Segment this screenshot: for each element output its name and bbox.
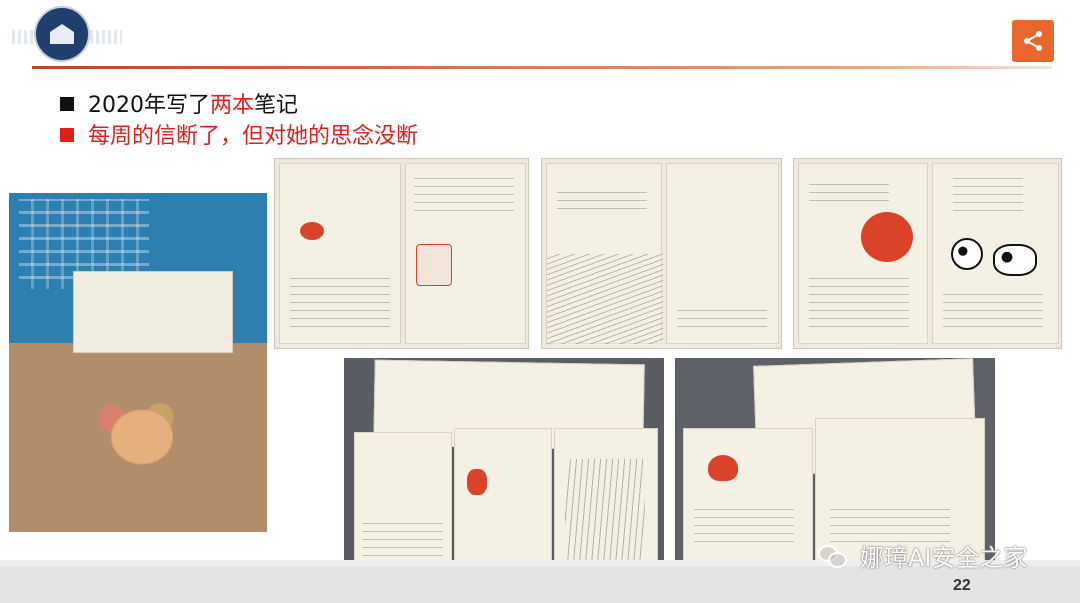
footer-band — [0, 560, 1080, 603]
notebook-stack-photo-1 — [344, 358, 664, 573]
share-icon — [1024, 31, 1042, 51]
bullet-1-emph: 两本 — [210, 93, 255, 118]
notebook-stack-photo-2 — [675, 358, 995, 573]
square-bullet-icon — [60, 128, 74, 142]
bullet-1-pre: 2020年写了 — [88, 93, 210, 118]
bullet-2-text: 每周的信断了，但对她的思念没断 — [88, 124, 419, 149]
header-divider — [32, 66, 1052, 69]
notebook-page-photo-2 — [541, 158, 782, 349]
share-button[interactable] — [1012, 20, 1054, 62]
bullet-item-1: 2020年写了两本笔记 — [60, 92, 298, 120]
square-bullet-icon — [60, 97, 74, 111]
wechat-icon — [818, 543, 848, 568]
watermark: 娜璋AI安全之家 — [818, 537, 1028, 573]
notebook-page-photo-3 — [793, 158, 1062, 349]
university-seal-icon — [34, 6, 90, 62]
cake-drawing-image — [67, 371, 217, 491]
card-image — [73, 271, 233, 353]
bullet-1-post: 笔记 — [254, 93, 299, 118]
page-number: 22 — [953, 577, 971, 594]
notebook-page-photo-1 — [274, 158, 529, 349]
watermark-text: 娜璋AI安全之家 — [860, 543, 1028, 572]
notebook-cover-photo — [9, 193, 267, 532]
bullet-item-2: 每周的信断了，但对她的思念没断 — [60, 123, 418, 151]
